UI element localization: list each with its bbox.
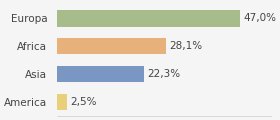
Bar (57, 10, 240, 27)
Bar (57, 93, 67, 110)
Text: 28,1%: 28,1% (170, 41, 203, 51)
Text: 47,0%: 47,0% (243, 13, 276, 23)
Text: 2,5%: 2,5% (70, 97, 96, 107)
Bar (57, 66, 144, 82)
Bar (57, 38, 167, 54)
Text: 22,3%: 22,3% (147, 69, 180, 79)
